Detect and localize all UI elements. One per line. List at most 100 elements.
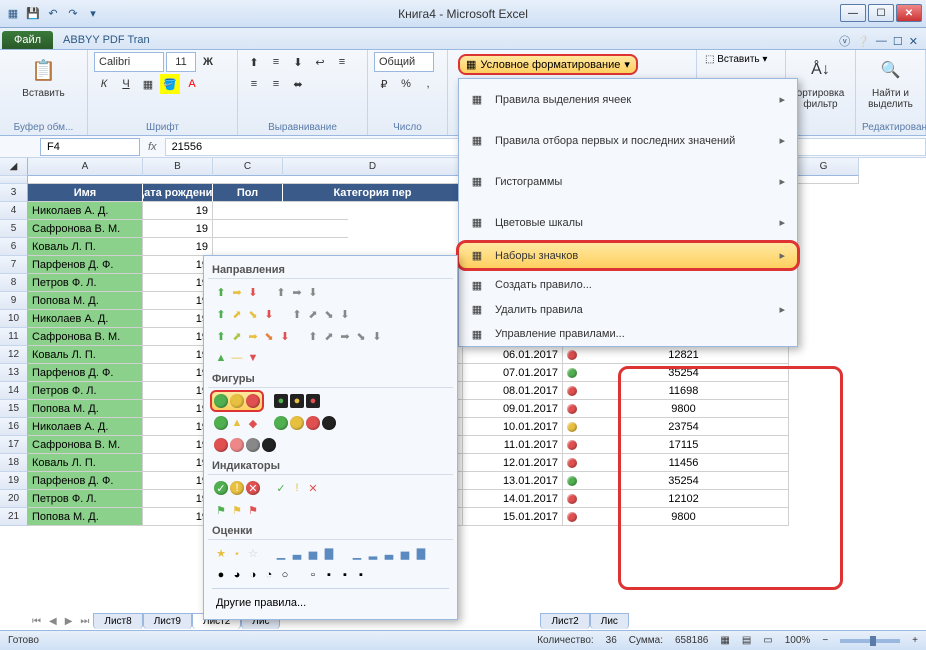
name-cell[interactable]: Петров Ф. Л. xyxy=(28,274,143,292)
iconset-redblack[interactable] xyxy=(212,436,278,454)
sheet-tab[interactable]: Лист8 xyxy=(93,613,142,629)
wrap-button[interactable]: ↩ xyxy=(310,52,330,72)
conditional-formatting-button[interactable]: ▦ Условное форматирование ▾ xyxy=(458,54,638,75)
date-cell[interactable]: 12.01.2017 xyxy=(463,454,563,472)
row-header[interactable]: 5 xyxy=(0,220,28,238)
value-cell[interactable]: 9800 xyxy=(563,508,789,526)
menu-item[interactable]: ▦Цветовые шкалы▸ xyxy=(459,202,797,243)
row-header[interactable]: 11 xyxy=(0,328,28,346)
zoom-out-button[interactable]: − xyxy=(822,635,828,646)
row-header[interactable]: 12 xyxy=(0,346,28,364)
row-header[interactable]: 9 xyxy=(0,292,28,310)
sheet-nav-prev[interactable]: ◀ xyxy=(45,616,61,627)
name-cell[interactable]: Сафронова В. М. xyxy=(28,220,143,238)
dob-cell[interactable]: 19 xyxy=(143,220,213,238)
row-header[interactable]: 14 xyxy=(0,382,28,400)
align-mid-button[interactable]: ≡ xyxy=(266,52,286,72)
name-cell[interactable]: Парфенов Д. Ф. xyxy=(28,472,143,490)
row-header[interactable] xyxy=(0,176,28,184)
insert-cells-button[interactable]: ⬚ Вставить ▾ xyxy=(703,52,779,67)
date-cell[interactable]: 09.01.2017 xyxy=(463,400,563,418)
col-header[interactable]: D xyxy=(283,158,463,176)
align-center-button[interactable]: ≡ xyxy=(244,74,264,94)
row-header[interactable]: 21 xyxy=(0,508,28,526)
value-cell[interactable]: 11698 xyxy=(563,382,789,400)
name-cell[interactable]: Попова М. Д. xyxy=(28,508,143,526)
align-left-button[interactable]: ≡ xyxy=(332,52,352,72)
align-top-button[interactable]: ⬆ xyxy=(244,52,264,72)
comma-button[interactable]: , xyxy=(418,74,438,94)
value-cell[interactable]: 23754 xyxy=(563,418,789,436)
value-cell[interactable]: 11456 xyxy=(563,454,789,472)
select-all-corner[interactable]: ◢ xyxy=(0,158,28,176)
name-cell[interactable]: Попова М. Д. xyxy=(28,292,143,310)
iconset-signs-3[interactable]: ▲◆ xyxy=(212,414,262,432)
iconset-boxes[interactable]: ▫▪▪▪ xyxy=(304,566,370,584)
name-cell[interactable]: Николаев А. Д. xyxy=(28,310,143,328)
percent-button[interactable]: % xyxy=(396,74,416,94)
menu-item[interactable]: ▦Правила выделения ячеек▸ xyxy=(459,79,797,120)
save-icon[interactable]: 💾 xyxy=(24,5,42,23)
maximize-button[interactable]: ☐ xyxy=(868,4,894,22)
window-min-icon[interactable]: — xyxy=(876,35,887,47)
date-cell[interactable]: 06.01.2017 xyxy=(463,346,563,364)
iconset-arrows-5gray[interactable]: ⬆⬈➡⬊⬇ xyxy=(304,327,386,345)
menu-item[interactable]: ▦Правила отбора первых и последних значе… xyxy=(459,120,797,161)
number-format-select[interactable] xyxy=(374,52,434,72)
name-cell[interactable]: Коваль Л. П. xyxy=(28,454,143,472)
col-header[interactable]: B xyxy=(143,158,213,176)
close-button[interactable]: ✕ xyxy=(896,4,922,22)
align-bot-button[interactable]: ⬇ xyxy=(288,52,308,72)
font-color-button[interactable]: A xyxy=(182,74,202,94)
iconset-arrows-4color[interactable]: ⬆⬈⬊⬇ xyxy=(212,305,278,323)
row-header[interactable]: 13 xyxy=(0,364,28,382)
iconset-arrows-5color[interactable]: ⬆⬈➡⬊⬇ xyxy=(212,327,294,345)
menu-item[interactable]: ▦Создать правило... xyxy=(459,273,797,297)
menu-item[interactable]: ▦Управление правилами... xyxy=(459,322,797,346)
iconset-triangles[interactable]: ▲—▼ xyxy=(212,349,262,367)
dob-cell[interactable]: 19 xyxy=(143,202,213,220)
sort-filter-button[interactable]: Å↓ ортировка фильтр xyxy=(792,52,849,112)
row-header[interactable]: 20 xyxy=(0,490,28,508)
name-box[interactable] xyxy=(40,138,140,156)
date-cell[interactable]: 13.01.2017 xyxy=(463,472,563,490)
name-cell[interactable]: Коваль Л. П. xyxy=(28,346,143,364)
name-cell[interactable]: Сафронова В. М. xyxy=(28,328,143,346)
help-icon[interactable]: ❔ xyxy=(856,35,870,48)
name-cell[interactable]: Парфенов Д. Ф. xyxy=(28,364,143,382)
date-cell[interactable]: 08.01.2017 xyxy=(463,382,563,400)
iconset-arrows-3color[interactable]: ⬆➡⬇ xyxy=(212,283,262,301)
row-header[interactable]: 19 xyxy=(0,472,28,490)
name-cell[interactable]: Попова М. Д. xyxy=(28,400,143,418)
minimize-ribbon-icon[interactable]: ⓥ xyxy=(839,33,850,49)
menu-item[interactable]: ▦Гистограммы▸ xyxy=(459,161,797,202)
name-cell[interactable]: Парфенов Д. Ф. xyxy=(28,256,143,274)
value-cell[interactable]: 35254 xyxy=(563,364,789,382)
iconset-bars-5[interactable]: ▁▂▃▅▇ xyxy=(348,544,430,562)
name-cell[interactable]: Николаев А. Д. xyxy=(28,418,143,436)
dob-cell[interactable]: 19 xyxy=(143,238,213,256)
date-cell[interactable]: 07.01.2017 xyxy=(463,364,563,382)
name-cell[interactable]: Коваль Л. П. xyxy=(28,238,143,256)
view-break-icon[interactable]: ▭ xyxy=(763,635,772,646)
row-header[interactable]: 3 xyxy=(0,184,28,202)
fill-color-button[interactable]: 🪣 xyxy=(160,74,180,94)
iconset-symbols-circled[interactable]: ✓!✕ xyxy=(212,479,262,497)
menu-item[interactable]: ▦Наборы значков▸ xyxy=(456,240,800,271)
row-header[interactable]: 4 xyxy=(0,202,28,220)
date-cell[interactable]: 10.01.2017 xyxy=(463,418,563,436)
value-cell[interactable]: 9800 xyxy=(563,400,789,418)
sheet-nav-first[interactable]: ⏮ xyxy=(28,616,45,627)
date-cell[interactable]: 11.01.2017 xyxy=(463,436,563,454)
name-cell[interactable]: Петров Ф. Л. xyxy=(28,382,143,400)
name-cell[interactable]: Николаев А. Д. xyxy=(28,202,143,220)
other-rules-item[interactable]: Другие правила... xyxy=(208,591,453,615)
row-header[interactable]: 6 xyxy=(0,238,28,256)
iconset-traffic-3-rimmed[interactable]: ●●● xyxy=(272,392,322,410)
col-header[interactable]: A xyxy=(28,158,143,176)
excel-icon[interactable]: ▦ xyxy=(4,5,22,23)
value-cell[interactable]: 35254 xyxy=(563,472,789,490)
file-tab[interactable]: Файл xyxy=(2,31,53,49)
iconset-traffic-3-unrimmed[interactable] xyxy=(210,390,264,412)
value-cell[interactable]: 17115 xyxy=(563,436,789,454)
